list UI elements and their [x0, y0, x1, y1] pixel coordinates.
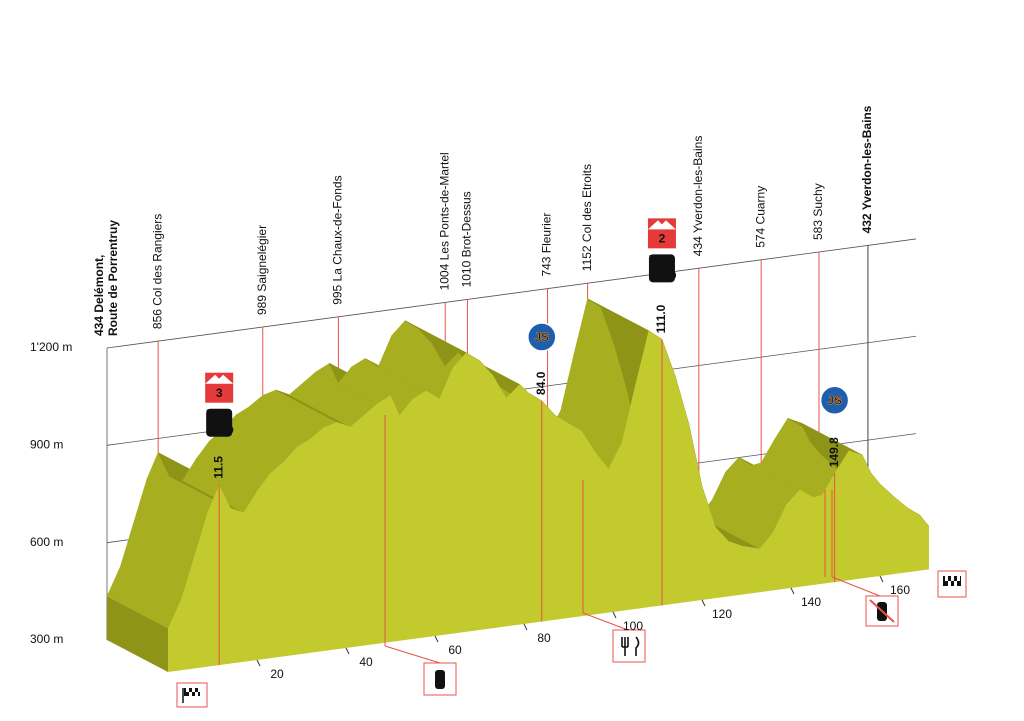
start-flag — [176, 682, 208, 708]
sprint-text: BLT — [649, 253, 672, 267]
climb-icon — [205, 372, 234, 403]
km-marker-label: 84.0 — [534, 371, 548, 395]
layers: 300 m 600 m 900 m 1'200 m 434 Delémont, Route… — [30, 105, 967, 708]
grid-line — [106, 238, 917, 349]
youth-label: JS — [827, 393, 842, 407]
x-tick — [879, 575, 884, 583]
y-tick-label: 300 m — [30, 632, 63, 646]
landmark-label: 743 Fleurier — [540, 213, 554, 277]
y-tick-label: 600 m — [30, 535, 63, 549]
x-tick-label: 80 — [537, 631, 551, 645]
y-tick-label: 900 m — [30, 438, 63, 452]
youth-icon — [819, 385, 850, 415]
x-tick-label: 60 — [448, 643, 462, 657]
flag-check — [945, 576, 960, 586]
km-marker-label: 111.0 — [654, 304, 668, 333]
landmark-label: 1152 Col des Etroits — [580, 164, 594, 271]
bottle-icon — [423, 662, 457, 696]
x-tick — [612, 611, 617, 619]
icon-box — [612, 629, 646, 663]
finish-flag — [937, 570, 967, 598]
nofeed-line — [831, 576, 881, 597]
feed-line — [384, 645, 441, 664]
food-icon — [612, 629, 646, 663]
climb-category: 3 — [216, 386, 223, 400]
bottle — [435, 670, 445, 689]
climb-icon — [647, 218, 676, 249]
x-tick-label: 160 — [890, 583, 910, 597]
landmark-label: Route de Porrentruy — [106, 220, 120, 336]
landmark-label: 856 Col des Rangiers — [150, 214, 164, 329]
sprint-text: BLO — [209, 423, 234, 437]
y-tick-label: 1'200 m — [30, 340, 72, 354]
x-tick-label: 140 — [801, 595, 821, 609]
sprint-text: BLA — [650, 261, 675, 275]
x-tick-label: 120 — [712, 607, 732, 621]
landmark-label: 995 La Chaux-de-Fonds — [331, 175, 345, 304]
x-tick-label: 20 — [270, 667, 284, 681]
icon-box — [937, 570, 967, 598]
no-bottle-icon — [865, 595, 899, 627]
landmark-label: 434 Delémont, — [92, 255, 106, 336]
back-layer: 300 m 600 m 900 m 1'200 m 434 Delémont, Route… — [30, 105, 917, 646]
sprint-text: BLA — [207, 415, 232, 429]
climb-category: 2 — [659, 232, 666, 246]
youth-label: JS — [534, 330, 549, 344]
strike — [869, 599, 895, 623]
fork-knife — [621, 636, 640, 656]
climb-peak — [647, 220, 676, 230]
landmark-label: 1004 Les Ponts-de-Martel — [437, 152, 451, 290]
sprint-icon — [648, 254, 675, 283]
km-marker-label: 149.8 — [827, 437, 841, 467]
youth-icon — [527, 322, 557, 352]
landmark-label: 432 Yverdon-les-Bains — [860, 105, 874, 233]
landmark-label: 1010 Brot-Dessus — [460, 191, 474, 287]
x-tick — [345, 647, 350, 655]
landmark-label: 989 Saignelégier — [255, 225, 269, 315]
sprint-text: BLO — [651, 269, 676, 283]
profile-end-face — [107, 596, 168, 672]
profile-front-face — [168, 330, 929, 672]
landmark-label: 574 Cuarny — [753, 186, 767, 248]
sprint-text: BLT — [206, 407, 229, 421]
km-marker-label: 11.5 — [211, 456, 225, 479]
x-tick-label: 40 — [359, 655, 373, 669]
climb-peak — [205, 374, 234, 384]
x-tick — [523, 623, 528, 631]
landmark-label: 583 Suchy — [811, 183, 825, 240]
profile-layer — [106, 298, 930, 672]
food-line — [582, 612, 629, 631]
x-tick — [434, 635, 439, 643]
x-tick — [256, 659, 261, 667]
landmark-label: 434 Yverdon-les-Bains — [691, 136, 705, 257]
sprint-icon — [206, 408, 233, 437]
x-tick — [790, 587, 795, 595]
flag-check — [186, 688, 200, 696]
x-tick — [701, 599, 706, 607]
x-tick-label: 100 — [623, 619, 643, 633]
